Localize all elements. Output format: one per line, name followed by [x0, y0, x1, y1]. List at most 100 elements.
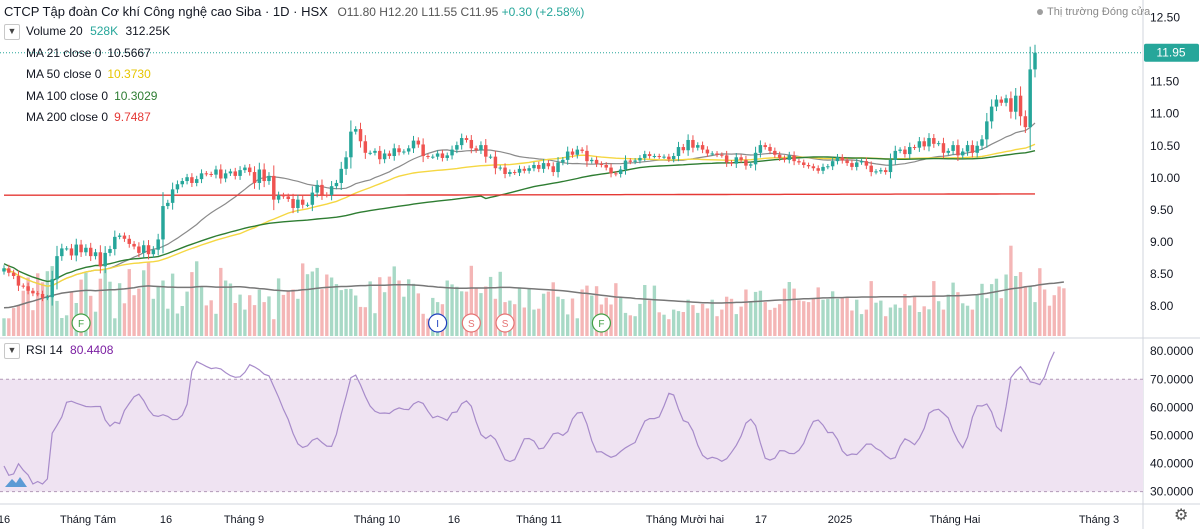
price-tick-label: 10.50: [1150, 139, 1180, 153]
volume-bar: [715, 316, 719, 336]
event-marker: [427, 313, 448, 333]
candle-body: [117, 235, 122, 237]
event-marker-label: S: [502, 319, 509, 330]
candle-body: [537, 165, 541, 169]
ohlc-close: C11.95: [460, 5, 499, 19]
price-tick-label: 9.00: [1150, 235, 1174, 249]
volume-bar: [93, 311, 98, 336]
axes: 12.5012.0011.5011.0010.5010.009.509.008.…: [0, 10, 1199, 526]
volume-bar: [1028, 286, 1032, 336]
volume-bar: [643, 285, 647, 336]
candle-body: [811, 166, 816, 169]
volume-bar: [720, 309, 724, 336]
gear-icon[interactable]: ⚙: [1174, 507, 1189, 524]
volume-value: 528K: [90, 24, 119, 39]
candle-body: [638, 157, 642, 161]
candle-body: [840, 157, 845, 161]
candle-body: [864, 161, 869, 166]
ma21-value: 10.5667: [107, 46, 151, 60]
rsi-line: [3, 351, 1055, 485]
candle-body: [623, 160, 628, 170]
volume-bar: [469, 265, 474, 336]
candle-body: [26, 286, 30, 291]
status-dot-icon: [1037, 9, 1043, 16]
volume-bar: [122, 303, 127, 336]
volume-bar: [204, 305, 209, 336]
volume-bar: [382, 292, 387, 336]
candle-body: [517, 168, 522, 173]
event-marker: [495, 313, 515, 333]
chevron-down-icon[interactable]: ▼: [4, 24, 20, 40]
price-tick-label: 8.50: [1150, 267, 1174, 281]
candle-body: [315, 184, 319, 193]
candle-body: [705, 149, 710, 154]
candle-body: [744, 159, 748, 166]
volume-bar: [137, 288, 141, 336]
volume-bar: [79, 279, 83, 336]
candle-body: [763, 145, 767, 148]
candle-body: [599, 163, 604, 165]
volume-bar: [898, 307, 902, 336]
volume-bar: [835, 298, 840, 336]
volume-bar: [2, 318, 6, 336]
volume-bar: [132, 295, 136, 336]
volume-bar: [855, 299, 859, 336]
volume-bar: [267, 296, 271, 336]
volume-bar: [816, 287, 820, 336]
symbol-header: CTCP Tập đoàn Cơ khí Công nghệ cao Siba …: [4, 4, 584, 19]
candle-body: [421, 144, 425, 157]
volume-bar: [551, 282, 555, 336]
candle-body: [214, 169, 218, 175]
volume-bar: [676, 311, 681, 336]
candle-body: [802, 162, 806, 165]
ma200-legend[interactable]: MA 200 close 0 9.7487: [26, 110, 151, 124]
volume-bar: [575, 318, 579, 336]
event-marker: [461, 313, 481, 333]
volume-bar: [344, 288, 348, 336]
rsi-band: [0, 379, 1143, 492]
volume-bar: [903, 294, 907, 336]
candle-body: [257, 169, 262, 183]
volume-bar: [1023, 286, 1028, 336]
volume-bar: [951, 282, 955, 336]
volume-bar: [773, 307, 777, 336]
volume-bar: [185, 291, 189, 336]
volume-bar: [994, 278, 999, 336]
candle-body: [170, 189, 175, 203]
volume-bar: [512, 304, 517, 336]
event-marker: [71, 313, 91, 333]
ma21-legend[interactable]: MA 21 close 0 10.5667: [26, 46, 151, 60]
candle-body: [667, 156, 671, 160]
volume-bar: [493, 298, 498, 336]
volume-bar: [922, 306, 926, 336]
candle-body: [358, 129, 363, 142]
chevron-down-icon[interactable]: ▼: [4, 343, 20, 359]
candle-body: [262, 169, 266, 182]
tradingview-logo-icon[interactable]: [4, 474, 28, 490]
candle-body: [204, 173, 209, 175]
volume-bar: [758, 290, 763, 336]
candle-body: [806, 165, 811, 167]
candle-body: [426, 156, 430, 158]
candle-body: [850, 163, 854, 167]
volume-bar: [667, 319, 671, 336]
volume-bar: [522, 307, 527, 336]
volume-bar: [989, 284, 994, 336]
volume-bar: [917, 312, 922, 336]
volume-bar: [127, 269, 131, 336]
candle-body: [402, 151, 406, 153]
event-marker: [591, 313, 612, 333]
rsi-label: RSI 14: [26, 343, 63, 358]
ma100-legend[interactable]: MA 100 close 0 10.3029: [26, 89, 157, 103]
volume-bar: [421, 313, 425, 336]
price-tick-label: 8.00: [1150, 299, 1174, 313]
ma50-legend[interactable]: MA 50 close 0 10.3730: [26, 67, 151, 81]
candle-body: [999, 99, 1004, 103]
symbol-title[interactable]: CTCP Tập đoàn Cơ khí Công nghệ cao Siba …: [4, 4, 328, 19]
candle-body: [994, 99, 999, 107]
volume-bar: [368, 281, 372, 336]
candle-body: [970, 145, 975, 153]
volume-bar: [883, 316, 888, 336]
candle-body: [903, 149, 907, 155]
